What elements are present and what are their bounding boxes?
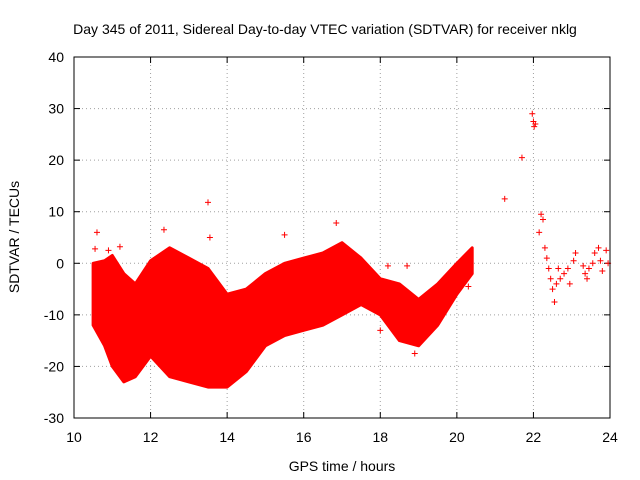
data-point xyxy=(116,243,123,250)
data-point xyxy=(281,231,288,238)
data-point xyxy=(531,123,538,130)
data-point xyxy=(540,216,546,223)
x-tick-label: 24 xyxy=(602,429,618,445)
x-axis-label: GPS time / hours xyxy=(289,458,396,474)
y-tick-label: 20 xyxy=(48,152,64,168)
data-point xyxy=(572,249,579,256)
y-tick-label: -20 xyxy=(44,358,64,374)
axis-ticks: 10 12 14 16 18 20 22 24 -30 -20 -10 0 10 20 30 40 xyxy=(44,49,618,445)
sdtvar-dense-region xyxy=(91,241,474,389)
data-point xyxy=(549,286,556,293)
data-band xyxy=(91,241,474,389)
data-point xyxy=(384,262,391,269)
data-point xyxy=(585,265,592,272)
data-point xyxy=(561,270,568,277)
y-tick-label: 0 xyxy=(56,255,64,271)
data-point xyxy=(518,154,525,161)
data-point xyxy=(555,265,562,272)
data-point xyxy=(547,275,554,282)
data-point xyxy=(411,350,418,357)
data-point xyxy=(603,247,610,254)
data-point xyxy=(564,265,571,272)
x-tick-label: 14 xyxy=(219,429,235,445)
y-tick-label: 30 xyxy=(48,101,64,117)
data-point xyxy=(160,226,167,233)
data-point xyxy=(570,257,577,264)
data-point xyxy=(551,298,558,305)
data-point xyxy=(597,257,604,264)
x-tick-label: 16 xyxy=(296,429,312,445)
y-tick-label: -30 xyxy=(44,410,64,426)
data-point xyxy=(536,229,543,236)
data-point xyxy=(591,249,598,256)
data-point xyxy=(545,265,552,272)
x-tick-label: 20 xyxy=(449,429,465,445)
data-point xyxy=(584,275,591,282)
data-point xyxy=(501,195,508,202)
data-point xyxy=(582,270,589,277)
x-tick-label: 10 xyxy=(66,429,82,445)
plot-frame xyxy=(73,56,611,419)
y-tick-label: -10 xyxy=(44,307,64,323)
x-tick-label: 18 xyxy=(372,429,388,445)
data-point xyxy=(557,275,564,282)
data-point xyxy=(205,199,211,206)
x-tick-label: 22 xyxy=(526,429,542,445)
data-point xyxy=(532,121,539,128)
data-point xyxy=(92,245,99,252)
chart-title: Day 345 of 2011, Sidereal Day-to-day VTE… xyxy=(73,21,577,37)
data-point xyxy=(543,255,550,262)
y-tick-label: 10 xyxy=(48,204,64,220)
data-point xyxy=(465,283,472,290)
y-tick-label: 40 xyxy=(48,49,64,65)
data-point xyxy=(423,311,430,318)
data-point xyxy=(333,220,340,227)
data-point xyxy=(206,234,213,241)
data-point xyxy=(105,247,112,254)
grid-lines xyxy=(74,57,610,418)
data-point xyxy=(599,268,606,275)
data-points xyxy=(92,110,612,357)
data-point xyxy=(553,280,560,287)
data-point xyxy=(404,262,411,269)
data-point xyxy=(93,229,100,236)
data-point xyxy=(589,260,596,267)
data-point xyxy=(538,211,545,218)
data-point xyxy=(580,262,587,269)
data-point xyxy=(377,327,384,334)
data-point xyxy=(529,110,536,117)
data-point xyxy=(566,280,573,287)
y-axis-label: SDTVAR / TECUs xyxy=(6,181,22,293)
data-point xyxy=(541,244,548,251)
x-tick-label: 12 xyxy=(143,429,159,445)
data-point xyxy=(595,244,602,251)
